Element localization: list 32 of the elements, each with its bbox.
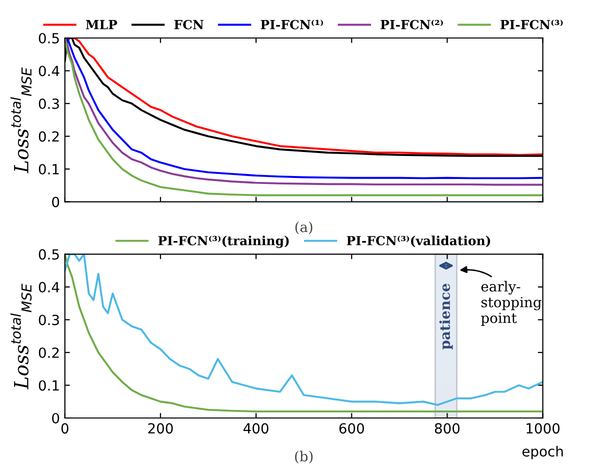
legend-label: PI-FCN⁽³⁾(training) bbox=[158, 236, 289, 248]
y-tick-label: 0 bbox=[52, 196, 60, 208]
y-tick-label: 0.1 bbox=[38, 380, 59, 391]
y-tick-label: 0.2 bbox=[38, 131, 59, 142]
x-axis-title: epoch bbox=[522, 446, 563, 460]
y-tick-label: 0.1 bbox=[38, 164, 59, 175]
y-tick-label: 0.4 bbox=[38, 66, 60, 76]
annotation: early- stopping point bbox=[481, 280, 542, 326]
legend-label: PI-FCN⁽³⁾ bbox=[500, 20, 563, 30]
x-tick-label: 600 bbox=[339, 423, 364, 434]
text: (a) bbox=[295, 221, 312, 234]
x-tick-label: 200 bbox=[148, 423, 173, 434]
legend-label: PI-FCN⁽¹⁾ bbox=[260, 20, 324, 30]
legend-label: PI-FCN⁽²⁾ bbox=[380, 20, 443, 30]
y-tick-label: 0.5 bbox=[38, 32, 59, 44]
band-label: patience bbox=[439, 284, 453, 350]
text: (b) bbox=[295, 450, 313, 464]
y-tick-label: 0.2 bbox=[38, 347, 59, 358]
x-tick-label: 1000 bbox=[526, 423, 560, 434]
legend-label: PI-FCN⁽³⁾(validation) bbox=[346, 236, 490, 248]
y-tick-label: 0.3 bbox=[38, 98, 59, 109]
x-tick-label: 400 bbox=[243, 423, 268, 434]
y-tick-label: 0.3 bbox=[38, 314, 59, 326]
y-tick-label: 0.5 bbox=[38, 249, 59, 260]
y-tick-label: 0 bbox=[52, 412, 60, 424]
legend-label: FCN bbox=[174, 20, 204, 30]
x-tick-label: 800 bbox=[434, 423, 460, 434]
x-tick-label: 0 bbox=[61, 423, 68, 434]
y-axis-title: Loss$^{total}$$_{MSE}$ bbox=[10, 284, 32, 390]
y-tick-label: 0.4 bbox=[38, 282, 60, 292]
legend-label: MLP bbox=[86, 20, 118, 30]
y-axis-title: Loss$^{total}$$_{MSE}$ bbox=[10, 67, 32, 174]
